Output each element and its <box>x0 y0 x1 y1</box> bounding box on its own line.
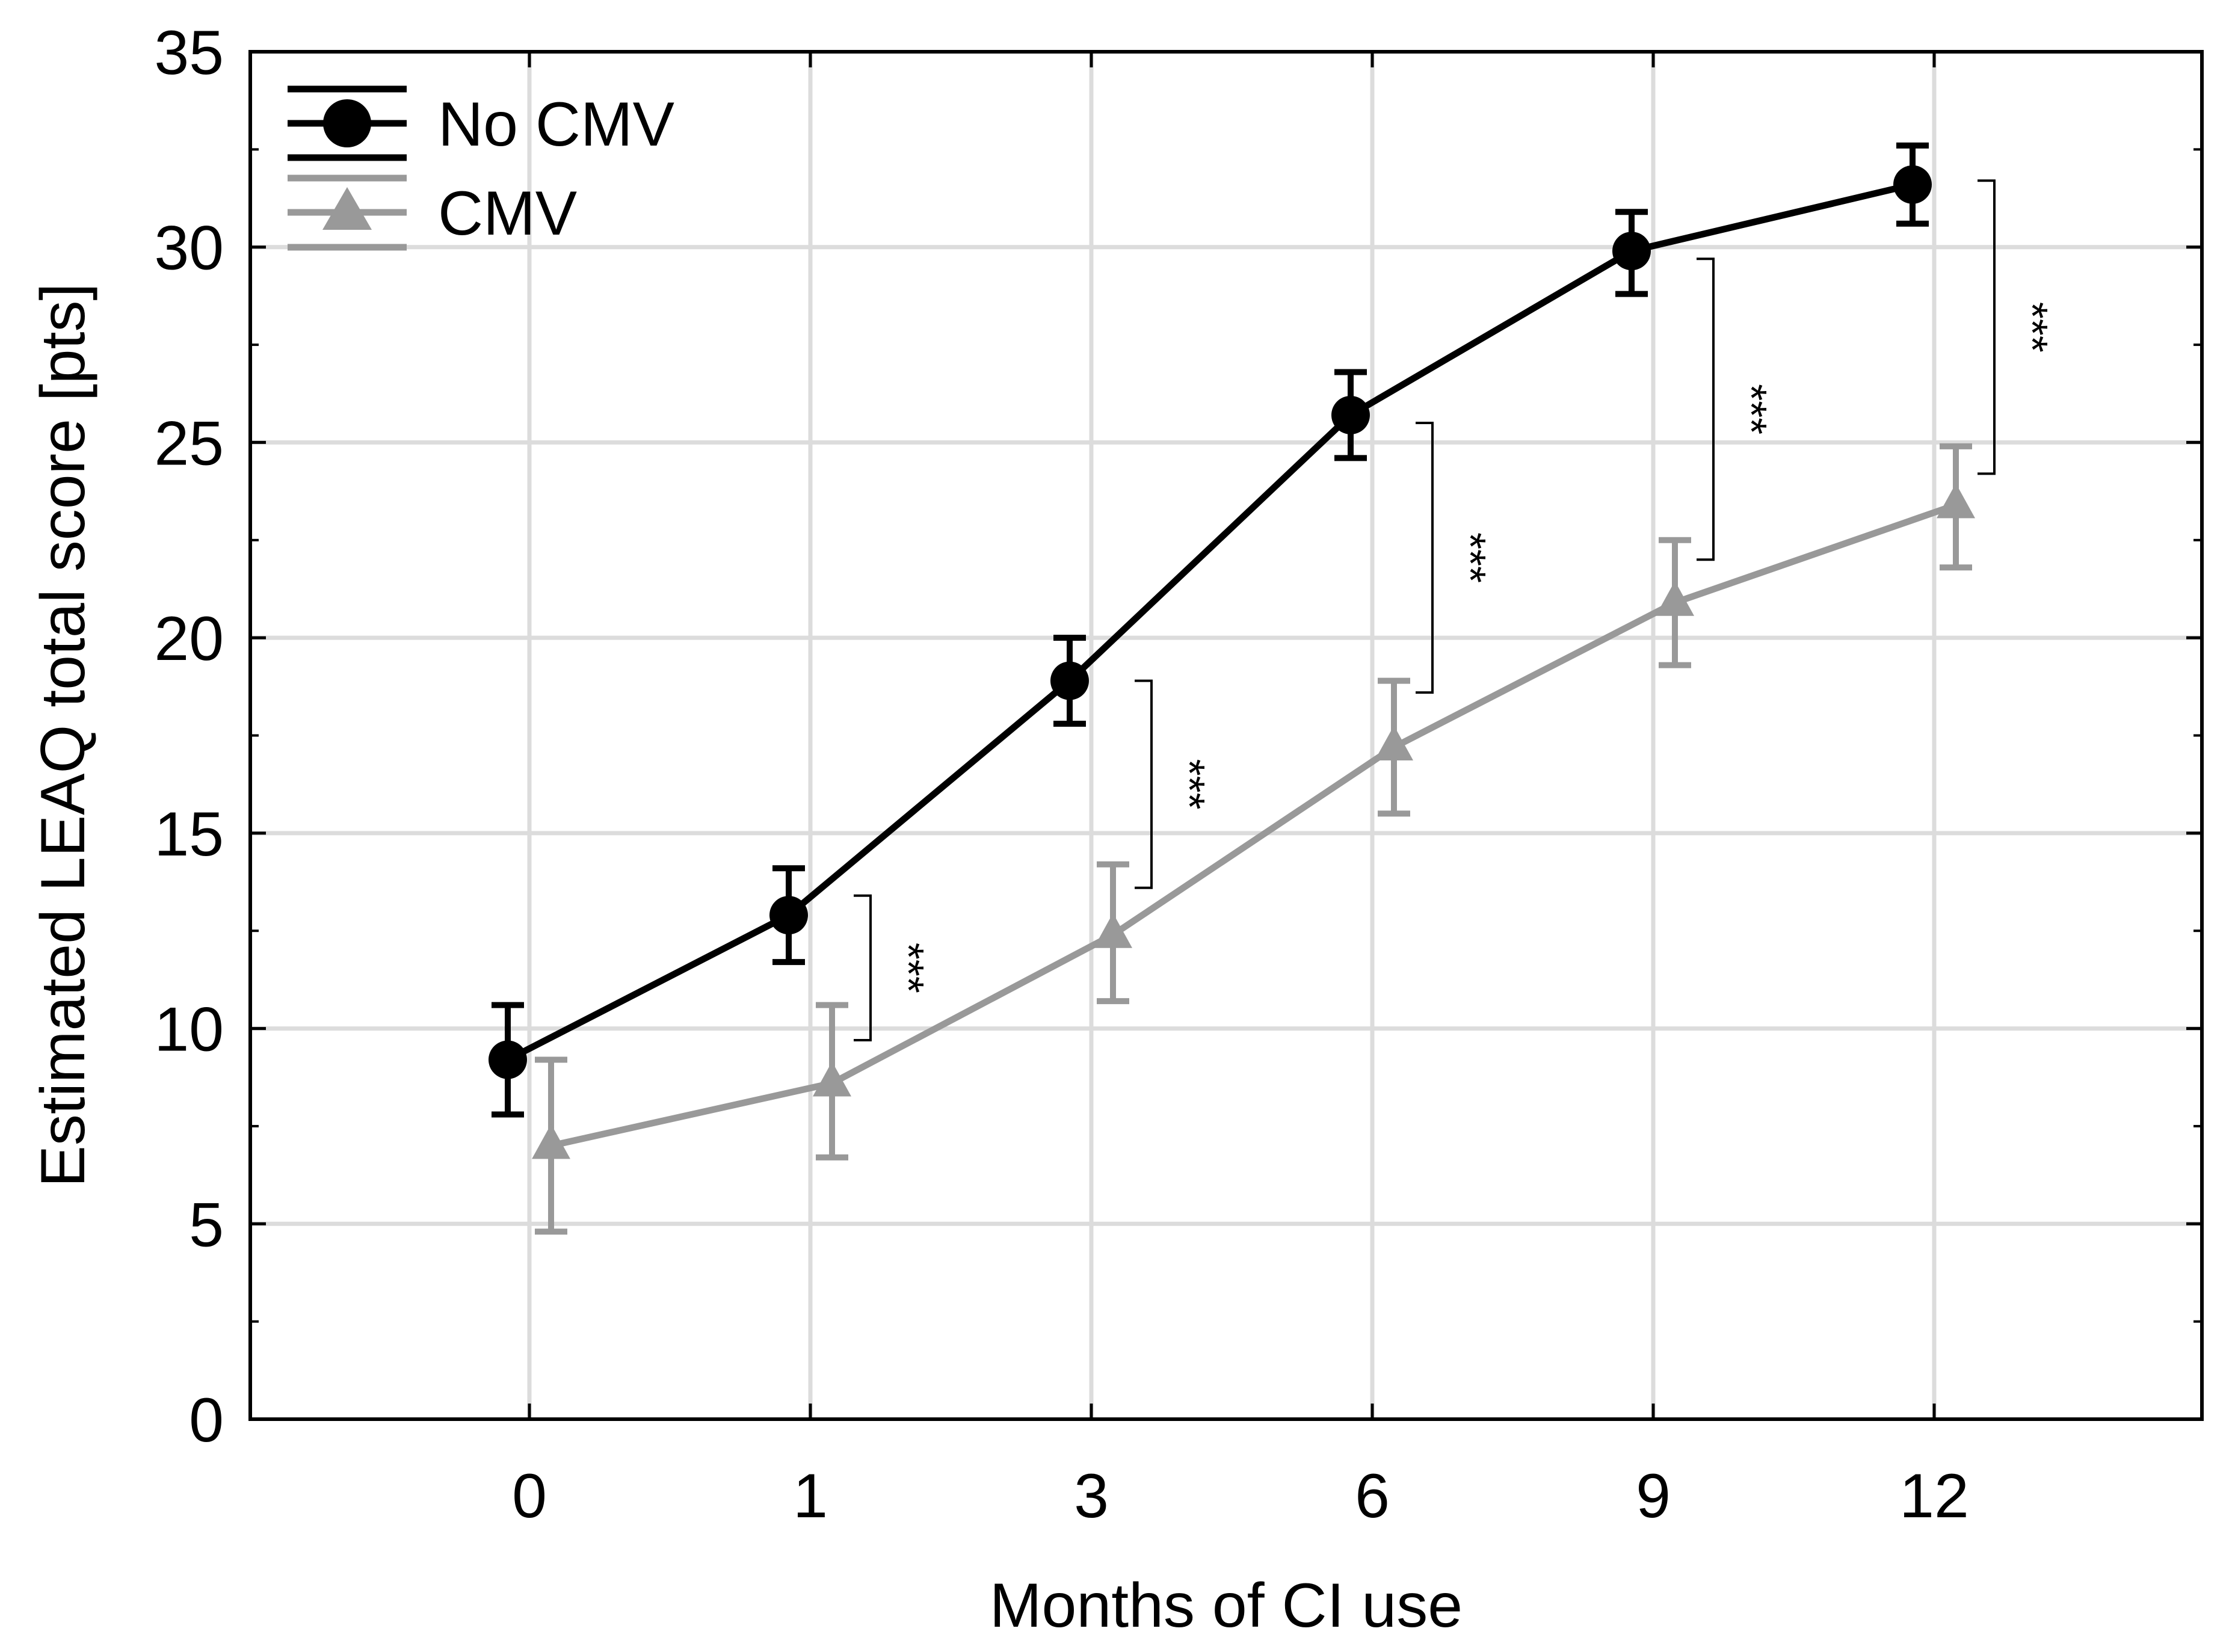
data-point-triangle <box>532 1124 570 1159</box>
significance-bracket <box>1135 679 1153 889</box>
legend-label-no-cmv: No CMV <box>438 90 674 159</box>
x-tick-label: 1 <box>793 1461 828 1531</box>
significance-label: *** <box>2008 302 2056 353</box>
data-point-triangle <box>1937 483 1975 519</box>
data-point-triangle <box>1375 725 1413 760</box>
significance-bracket <box>1416 421 1434 694</box>
data-point-triangle <box>1656 581 1694 616</box>
significance-bracket <box>1978 179 1996 475</box>
x-tick-label: 9 <box>1636 1461 1671 1531</box>
significance-label: *** <box>884 943 932 993</box>
y-tick-label: 30 <box>154 214 224 283</box>
significance-label: *** <box>1727 384 1775 434</box>
legend: No CMV CMV <box>288 85 674 251</box>
data-point-circle <box>1893 165 1932 204</box>
x-tick-label: 12 <box>1899 1461 1969 1531</box>
significance-label: *** <box>1446 532 1494 583</box>
data-point-circle <box>1331 395 1370 434</box>
data-point-circle <box>489 1040 527 1079</box>
y-tick-label: 5 <box>189 1190 224 1260</box>
legend-triangle-marker <box>322 187 372 230</box>
series-no-cmv <box>489 142 1932 1118</box>
significance-label: *** <box>1165 759 1213 810</box>
x-tick-label: 6 <box>1355 1461 1390 1531</box>
series-line <box>506 181 1914 1063</box>
y-tick-label: 25 <box>154 408 224 478</box>
significance-bracket <box>854 894 872 1042</box>
y-tick-label: 10 <box>154 995 224 1065</box>
data-point-circle <box>1612 232 1651 271</box>
x-tick-label: 0 <box>512 1461 547 1531</box>
y-tick-label: 35 <box>154 18 224 88</box>
significance-brackets: *** *** *** *** *** <box>854 179 2056 1042</box>
series-layer <box>489 142 1975 1235</box>
grid-lines <box>250 52 2202 1419</box>
y-axis: 0 5 10 15 20 25 30 35 <box>154 18 2202 1455</box>
data-point-circle <box>1050 661 1089 700</box>
y-tick-label: 0 <box>189 1385 224 1455</box>
y-tick-label: 15 <box>154 800 224 869</box>
legend-entry-cmv: CMV <box>288 174 577 251</box>
legend-entry-no-cmv: No CMV <box>288 85 674 161</box>
data-point-triangle <box>1094 913 1132 948</box>
significance-bracket <box>1697 257 1715 561</box>
x-tick-label: 3 <box>1074 1461 1109 1531</box>
plot-frame <box>248 50 2204 1421</box>
y-axis-title: Estimated LEAQ total score [pts] <box>28 283 98 1188</box>
x-axis: 0 1 3 6 9 12 <box>512 52 1969 1531</box>
legend-label-cmv: CMV <box>438 179 577 248</box>
data-point-circle <box>769 896 808 935</box>
data-point-triangle <box>813 1061 851 1097</box>
y-tick-label: 20 <box>154 604 224 674</box>
x-axis-title: Months of CI use <box>990 1571 1463 1641</box>
series-cmv <box>532 443 1975 1235</box>
legend-circle-marker <box>323 99 371 147</box>
series-line <box>550 502 1957 1149</box>
